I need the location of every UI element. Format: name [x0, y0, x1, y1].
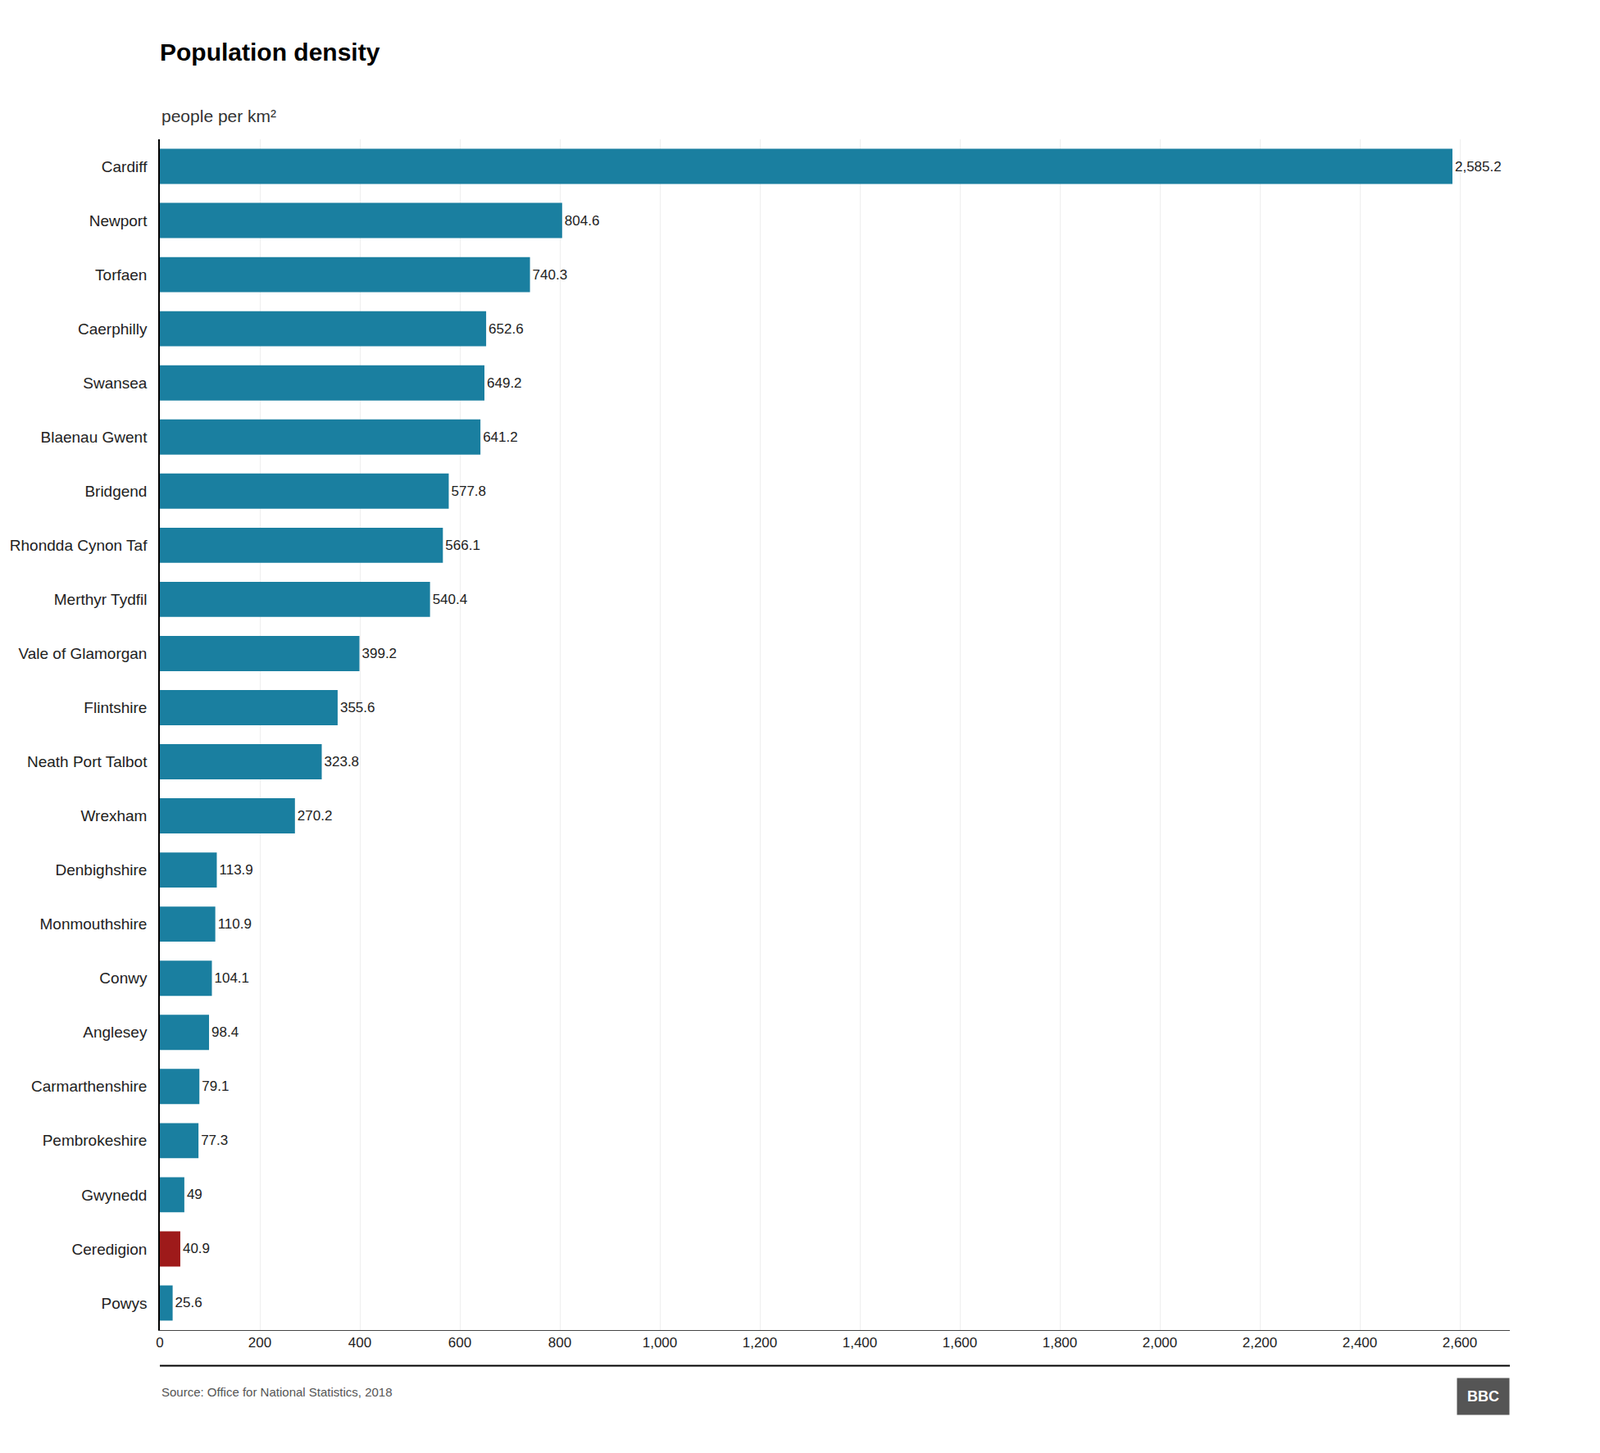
svg-text:77.3: 77.3: [200, 1132, 228, 1149]
svg-text:79.1: 79.1: [201, 1078, 229, 1095]
svg-text:Gwynedd: Gwynedd: [81, 1186, 147, 1205]
svg-text:740.3: 740.3: [532, 267, 569, 283]
svg-text:Vale of Glamorgan: Vale of Glamorgan: [18, 645, 147, 663]
svg-text:1,800: 1,800: [1042, 1335, 1078, 1351]
svg-text:Ceredigion: Ceredigion: [72, 1240, 148, 1259]
svg-text:25.6: 25.6: [175, 1295, 203, 1311]
svg-text:BBC: BBC: [1467, 1388, 1500, 1405]
svg-text:people per km²: people per km²: [161, 106, 277, 126]
svg-text:113.9: 113.9: [218, 862, 253, 878]
svg-text:566.1: 566.1: [445, 537, 481, 554]
svg-text:804.6: 804.6: [564, 213, 600, 229]
svg-text:Merthyr Tydfil: Merthyr Tydfil: [54, 590, 148, 609]
svg-text:270.2: 270.2: [297, 808, 333, 824]
svg-text:Monmouthshire: Monmouthshire: [39, 915, 147, 933]
svg-text:104.1: 104.1: [214, 970, 250, 987]
svg-text:Neath Port Talbot: Neath Port Talbot: [27, 753, 148, 771]
svg-text:652.6: 652.6: [488, 321, 524, 337]
svg-text:577.8: 577.8: [450, 483, 487, 500]
svg-text:0: 0: [155, 1335, 164, 1351]
svg-text:355.6: 355.6: [340, 700, 376, 716]
svg-text:2,585.2: 2,585.2: [1454, 159, 1502, 175]
svg-text:800: 800: [548, 1335, 572, 1351]
svg-text:98.4: 98.4: [211, 1024, 239, 1041]
svg-text:641.2: 641.2: [482, 429, 519, 446]
svg-text:2,000: 2,000: [1142, 1335, 1178, 1351]
svg-text:Cardiff: Cardiff: [101, 158, 148, 176]
svg-text:Newport: Newport: [89, 212, 148, 230]
svg-text:Rhondda Cynon Taf: Rhondda Cynon Taf: [9, 536, 148, 555]
svg-text:40.9: 40.9: [182, 1240, 210, 1257]
svg-text:Pembrokeshire: Pembrokeshire: [42, 1131, 148, 1150]
svg-text:Blaenau Gwent: Blaenau Gwent: [40, 428, 149, 446]
svg-text:Population density: Population density: [159, 38, 381, 66]
svg-text:540.4: 540.4: [432, 591, 469, 608]
svg-text:Torfaen: Torfaen: [95, 266, 147, 284]
svg-text:323.8: 323.8: [324, 754, 360, 770]
svg-text:Flintshire: Flintshire: [83, 699, 147, 717]
svg-text:Wrexham: Wrexham: [80, 807, 147, 825]
svg-text:400: 400: [348, 1335, 372, 1351]
svg-text:Conwy: Conwy: [99, 969, 148, 987]
svg-text:Carmarthenshire: Carmarthenshire: [31, 1077, 148, 1096]
svg-text:Denbighshire: Denbighshire: [54, 861, 147, 879]
svg-text:1,000: 1,000: [642, 1335, 678, 1351]
svg-text:Swansea: Swansea: [82, 374, 148, 392]
svg-text:110.9: 110.9: [218, 916, 252, 932]
svg-text:399.2: 399.2: [362, 645, 398, 662]
svg-text:Bridgend: Bridgend: [84, 482, 147, 500]
svg-text:Anglesey: Anglesey: [82, 1023, 148, 1041]
svg-text:2,200: 2,200: [1242, 1335, 1278, 1351]
svg-text:49: 49: [186, 1186, 203, 1203]
svg-text:Powys: Powys: [100, 1295, 147, 1313]
svg-text:2,600: 2,600: [1442, 1335, 1478, 1351]
svg-text:2,400: 2,400: [1342, 1335, 1378, 1351]
svg-text:649.2: 649.2: [486, 375, 523, 391]
svg-text:1,400: 1,400: [842, 1335, 878, 1351]
svg-text:600: 600: [448, 1335, 472, 1351]
svg-text:Caerphilly: Caerphilly: [77, 320, 148, 338]
svg-text:1,200: 1,200: [742, 1335, 778, 1351]
svg-text:200: 200: [248, 1335, 272, 1351]
svg-text:1,600: 1,600: [942, 1335, 978, 1351]
svg-text:Source: Office for National St: Source: Office for National Statistics, …: [161, 1385, 393, 1400]
